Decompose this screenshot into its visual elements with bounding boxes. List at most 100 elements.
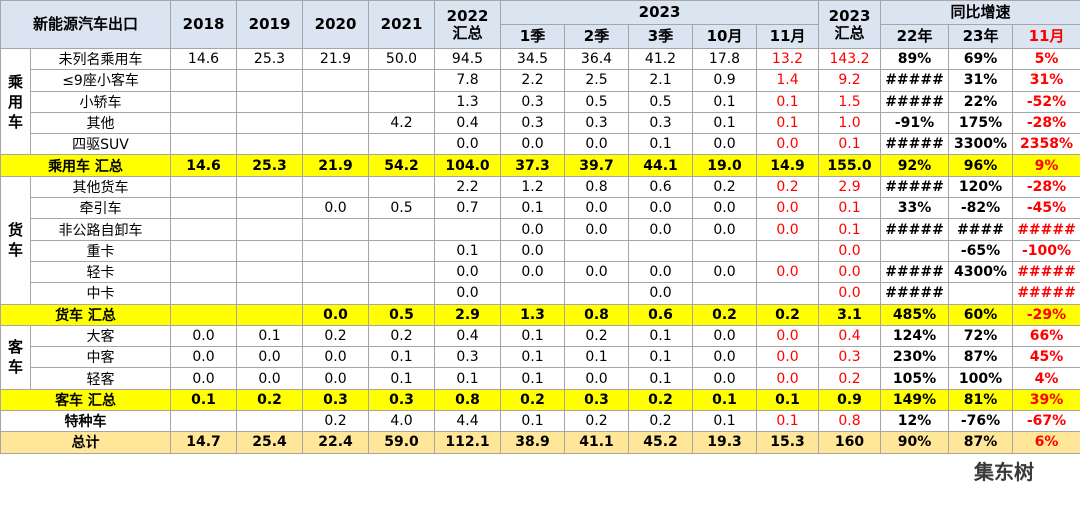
cell: 14.7 [170, 431, 238, 454]
group-label: 货车 [0, 175, 31, 305]
header-cell: 2018 [170, 0, 238, 49]
cell: 4300% [948, 260, 1014, 284]
row-name: 轻客 [29, 367, 172, 390]
table-row: 总计 14.7 25.4 22.4 59.0 112.1 38.9 41.1 45.2 19.3 1… [0, 431, 1080, 454]
row-name: 未列名乘用车 [29, 47, 172, 71]
cell: 0.0 [564, 133, 630, 156]
cell: 5% [1012, 47, 1080, 71]
cell: 112.1 [434, 431, 502, 454]
cell: 19.3 [692, 431, 758, 454]
cell: 15.3 [756, 431, 820, 454]
cell [948, 282, 1014, 305]
cell [368, 69, 436, 92]
table-row: 客车 汇总 0.1 0.2 0.3 0.3 0.8 0.2 0.3 0.2 0.1 0.1 0.9 14… [0, 388, 1080, 412]
cell: 0.0 [818, 282, 882, 305]
cell: 4.4 [434, 410, 502, 433]
cell: 0.1 [756, 410, 820, 433]
table-row: 乘用车 未列名乘用车 14.6 25.3 21.9 50.0 94.5 34.5 36.4 41.… [0, 47, 1080, 156]
cell: 25.3 [236, 47, 304, 71]
cell: 0.1 [170, 388, 238, 412]
cell: 0.0 [818, 239, 882, 262]
cell: 0.2 [818, 367, 882, 390]
cell [236, 239, 304, 262]
cell [170, 218, 238, 241]
cell: 59.0 [368, 431, 436, 454]
cell: 105% [880, 367, 950, 390]
cell [368, 133, 436, 156]
cell: 0.0 [302, 346, 370, 369]
cell [302, 239, 370, 262]
cell: 0.0 [756, 260, 820, 284]
cell: 0.4 [818, 324, 882, 348]
cell: 36.4 [564, 47, 630, 71]
cell: 92% [880, 154, 950, 177]
cell: -82% [948, 197, 1014, 220]
table-row: ≤9座小客车 7.8 2.2 2.5 2.1 0.9 1.4 9.2 ##### 31% 31% [1, 69, 1080, 92]
cell: ##### [880, 260, 950, 284]
table-row: 中卡 0.0 0.0 0.0 ##### ##### [1, 282, 1080, 305]
cell [236, 260, 304, 284]
cell: -28% [1012, 175, 1080, 199]
cell: 41.2 [628, 47, 694, 71]
cell [236, 90, 304, 113]
cell: 0.7 [434, 197, 502, 220]
cell: 0.0 [302, 367, 370, 390]
cell: 0.1 [692, 410, 758, 433]
cell: 0.0 [236, 346, 304, 369]
cell: 0.0 [500, 239, 566, 262]
cell [170, 282, 238, 305]
cell: 0.1 [236, 324, 304, 348]
cell: 0.5 [564, 90, 630, 113]
cell [368, 260, 436, 284]
cell: 66% [1012, 324, 1080, 348]
cell [236, 303, 304, 326]
row-name: 牵引车 [29, 197, 172, 220]
cell [236, 69, 304, 92]
cell: 7.8 [434, 69, 502, 92]
cell [880, 239, 950, 262]
cell: 87% [948, 431, 1014, 454]
cell: 2.2 [500, 69, 566, 92]
cell: 81% [948, 388, 1014, 412]
row-name: 特种车 [0, 410, 172, 433]
cell: 21.9 [302, 47, 370, 71]
cell: 175% [948, 111, 1014, 135]
header-row: 1季 2季 3季 10月 11月 22年 23年 11月 [1, 24, 1080, 49]
row-name: 中卡 [29, 282, 172, 305]
table-row: 乘用车 汇总 14.6 25.3 21.9 54.2 104.0 37.3 39.7 44.1 1… [0, 154, 1080, 177]
cell: 0.3 [564, 388, 630, 412]
cell: 96% [948, 154, 1014, 177]
cell: -52% [1012, 90, 1080, 113]
cell [302, 175, 370, 199]
cell [236, 282, 304, 305]
cell: 0.0 [692, 260, 758, 284]
cell: 0.0 [564, 197, 630, 220]
cell: 149% [880, 388, 950, 412]
cell: ##### [880, 218, 950, 241]
cell: 0.2 [302, 324, 370, 348]
cell: #### [948, 218, 1014, 241]
cell: 21.9 [302, 154, 370, 177]
cell: 0.9 [818, 388, 882, 412]
cell [756, 282, 820, 305]
cell: 89% [880, 47, 950, 71]
cell: 0.1 [500, 367, 566, 390]
cell [170, 175, 238, 199]
cell: 41.1 [564, 431, 630, 454]
cell: 0.0 [302, 197, 370, 220]
cell [756, 239, 820, 262]
group-label: 乘用车 [0, 47, 31, 156]
cell: 0.2 [368, 324, 436, 348]
group-label: 客车 [0, 324, 31, 390]
cell: ##### [880, 175, 950, 199]
cell: 0.0 [692, 324, 758, 348]
cell: 0.0 [628, 197, 694, 220]
cell: 0.0 [500, 260, 566, 284]
cell: 0.0 [628, 260, 694, 284]
cell [302, 218, 370, 241]
row-name: 大客 [29, 324, 172, 348]
cell: -91% [880, 111, 950, 135]
cell [368, 282, 436, 305]
cell: 0.0 [564, 367, 630, 390]
